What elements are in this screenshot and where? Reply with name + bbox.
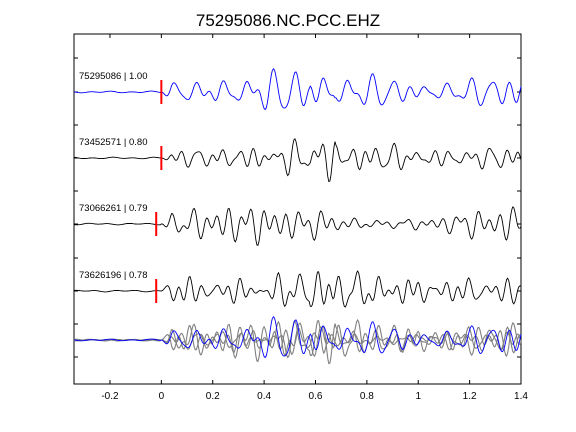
trace-line-1 [73,67,522,111]
stack-reference [73,315,522,359]
trace-line-4 [73,270,522,308]
plot-frame [73,33,522,385]
stack-overlay-1 [73,319,522,365]
x-tick-label: 0.6 [309,391,323,402]
trace-label-3: 73066261 | 0.79 [79,203,148,214]
x-tick-label: -0.2 [101,391,119,402]
x-tick-label: 1.2 [463,391,477,402]
chart-title: 75295086.NC.PCC.EHZ [196,11,380,30]
x-tick-label: 0.2 [206,391,220,402]
x-tick-label: 0 [159,391,165,402]
trace-line-2 [73,138,522,183]
x-tick-label: 0.8 [360,391,374,402]
trace-label-4: 73626196 | 0.78 [79,270,148,281]
x-tick-label: 1.4 [514,391,528,402]
x-tick-label: 0.4 [257,391,271,402]
trace-line-3 [73,206,522,247]
trace-label-2: 73452571 | 0.80 [79,137,148,148]
trace-label-1: 75295086 | 1.00 [79,71,148,82]
x-tick-label: 1 [415,391,421,402]
plot-area: -0.2 0 0.2 0.4 0.6 0.8 1 1.2 1.4 75295086 | 1.00 7… [73,33,528,402]
